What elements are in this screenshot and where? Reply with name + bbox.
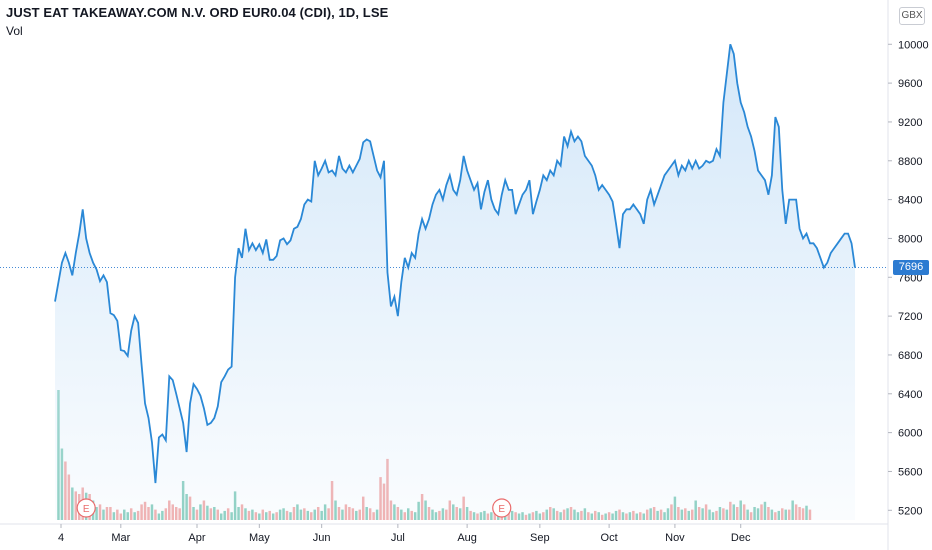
y-tick-label: 7600 [898,272,922,284]
y-tick-label: 6800 [898,350,922,362]
y-tick-label: 6000 [898,428,922,440]
currency-button[interactable]: GBX [899,7,925,25]
y-tick-label: 8400 [898,195,922,207]
y-tick-label: 8000 [898,233,922,245]
time-axis[interactable]: 4 Mar Apr May Jun Jul Aug Sep Oct Nov Dec [58,524,751,544]
y-tick-label: 5600 [898,466,922,478]
x-tick-label: Aug [457,532,477,544]
x-tick-label: Jun [313,532,331,544]
chart-title: JUST EAT TAKEAWAY.COM N.V. ORD EUR0.04 (… [6,5,389,20]
y-tick-label: 5200 [898,505,922,517]
earnings-marker-label: E [498,504,505,515]
y-tick-label: 6400 [898,389,922,401]
y-tick-label: 10000 [898,39,929,51]
x-tick-label: Apr [188,532,205,544]
price-area-fill [55,44,855,521]
x-tick-label: May [249,532,270,544]
x-tick-label: Mar [111,532,130,544]
earnings-marker-circle [492,498,512,518]
price-axis[interactable]: 5200 5600 6000 6400 6800 7200 7600 8000 8400 8800… [888,39,929,517]
x-tick-label: Oct [601,532,618,544]
earnings-marker-label: E [83,504,90,515]
y-tick-label: 8800 [898,156,922,168]
price-line [54,43,856,484]
x-tick-label: Nov [665,532,685,544]
earnings-marker[interactable]: E [492,498,512,518]
grid-lines [0,0,889,550]
x-tick-label: 4 [58,532,64,544]
y-tick-label: 7200 [898,311,922,323]
volume-label: Vol [6,24,23,38]
y-tick-label: 9600 [898,78,922,90]
y-tick-label: 9200 [898,117,922,129]
earnings-marker-circle [76,498,96,518]
x-tick-label: Sep [530,532,550,544]
earnings-marker[interactable]: E [76,498,96,518]
x-tick-label: Dec [731,532,751,544]
x-tick-label: Jul [391,532,405,544]
last-price-tag: 7696 [893,260,929,276]
